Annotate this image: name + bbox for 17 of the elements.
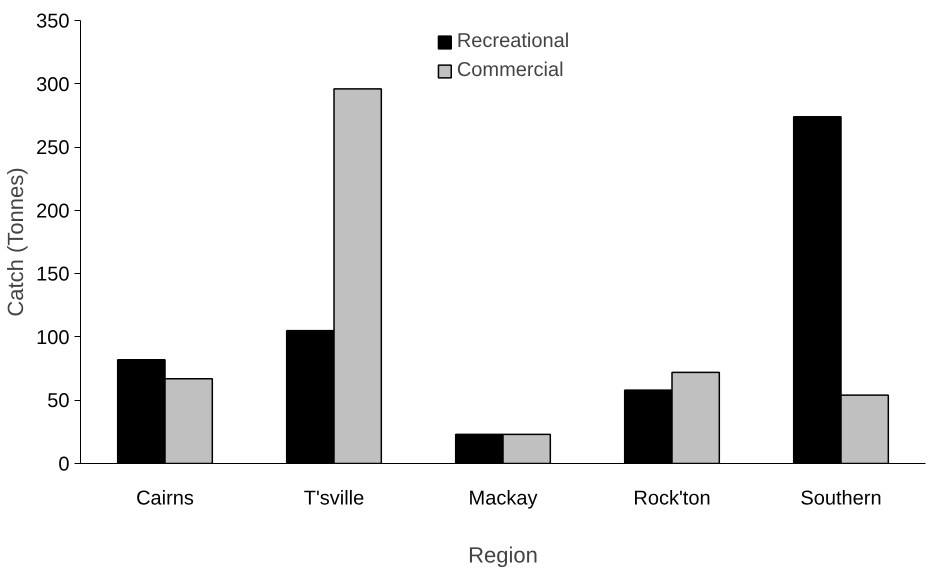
x-axis-title: Region (468, 542, 538, 568)
y-tick-label: 300 (36, 74, 70, 96)
y-tick-label: 100 (36, 326, 70, 349)
x-tick-label: Cairns (136, 488, 194, 510)
x-tick-label: Southern (800, 488, 882, 510)
x-tick-label: Rock'ton (633, 488, 711, 510)
y-tick-label: 0 (58, 454, 70, 476)
x-tick-label: Mackay (468, 488, 538, 510)
x-tick-label: T'sville (304, 488, 364, 510)
legend-label: Commercial (456, 59, 564, 82)
y-axis-title: Catch (Tonnes) (3, 167, 28, 317)
y-tick-label: 200 (36, 200, 70, 222)
y-tick-label: 250 (36, 137, 70, 160)
y-tick-label: 150 (36, 264, 70, 286)
y-tick-label: 50 (47, 390, 70, 412)
legend-label: Recreational (456, 30, 570, 53)
y-tick-label: 350 (36, 10, 70, 32)
